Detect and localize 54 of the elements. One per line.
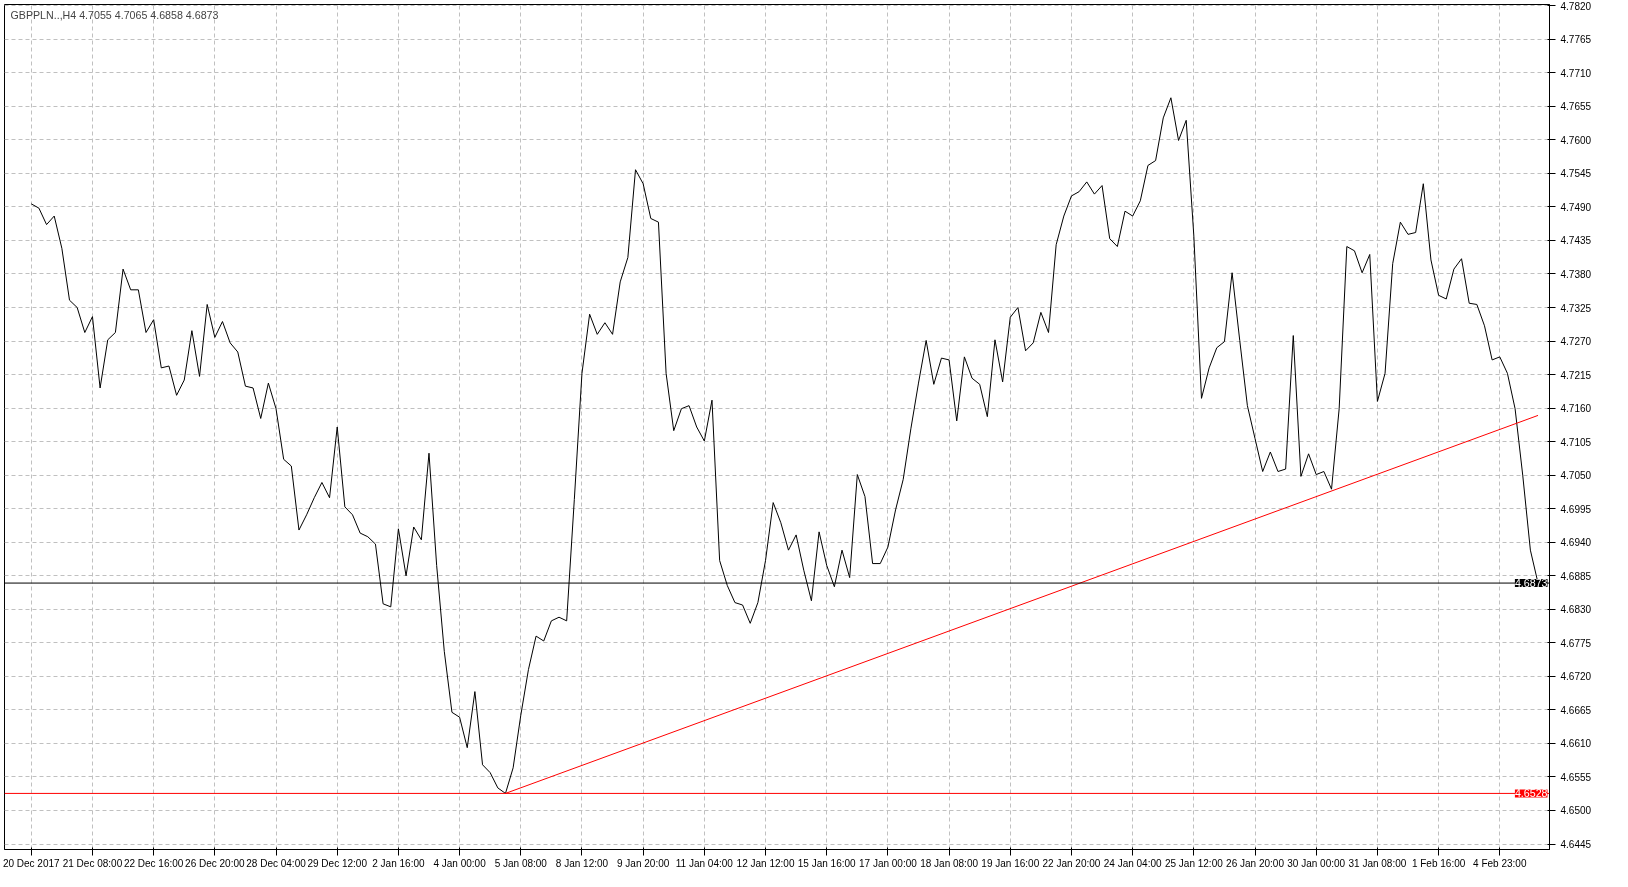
y-tick-label: 4.6555 (1560, 771, 1592, 783)
x-tick-label: 8 Jan 12:00 (555, 857, 609, 869)
y-tick-label: 4.7655 (1560, 101, 1592, 113)
x-tick-label: 4 Feb 23:00 (1473, 857, 1527, 869)
x-tick-label: 18 Jan 08:00 (920, 857, 979, 869)
x-tick-label: 20 Dec 2017 (2, 857, 61, 869)
y-tick-label: 4.6445 (1560, 839, 1592, 851)
y-tick-label: 4.7105 (1560, 436, 1592, 448)
y-tick-label: 4.7050 (1560, 470, 1592, 482)
y-tick-label: 4.7160 (1560, 403, 1592, 415)
chart-title: GBPPLN..,H4 4.7055 4.7065 4.6858 4.6873 (10, 8, 219, 21)
y-tick-label: 4.6940 (1560, 537, 1592, 549)
x-tick-label: 1 Feb 16:00 (1411, 857, 1466, 869)
y-tick-label: 4.7765 (1560, 34, 1592, 46)
x-tick-label: 19 Jan 16:00 (981, 857, 1040, 869)
y-tick-label: 4.7600 (1560, 134, 1592, 146)
y-tick-label: 4.6610 (1560, 738, 1592, 750)
y-tick-label: 4.6665 (1560, 704, 1592, 716)
y-tick-label: 4.6885 (1560, 570, 1592, 582)
x-tick-label: 2 Jan 16:00 (372, 857, 425, 869)
x-tick-label: 15 Jan 16:00 (797, 857, 857, 869)
x-tick-label: 26 Jan 20:00 (1226, 857, 1285, 869)
x-tick-label: 22 Dec 16:00 (123, 857, 184, 869)
x-tick-label: 29 Dec 12:00 (307, 857, 368, 869)
x-tick-label: 24 Jan 04:00 (1103, 857, 1163, 869)
x-tick-label: 28 Dec 04:00 (246, 857, 307, 869)
y-tick-label: 4.6500 (1560, 805, 1592, 817)
y-tick-label: 4.7435 (1560, 235, 1592, 247)
y-tick-label: 4.7270 (1560, 336, 1592, 348)
y-tick-label: 4.7490 (1560, 201, 1592, 213)
ref-line-label: 4.6528 (1514, 787, 1548, 800)
y-tick-label: 4.7710 (1560, 67, 1592, 79)
y-tick-label: 4.7380 (1560, 268, 1592, 280)
y-tick-label: 4.6775 (1560, 637, 1592, 649)
y-tick-label: 4.6830 (1560, 604, 1592, 616)
x-tick-label: 21 Dec 08:00 (62, 857, 123, 869)
y-tick-label: 4.7545 (1560, 168, 1592, 180)
ref-line-label: 4.6873 (1514, 577, 1548, 590)
y-tick-label: 4.6720 (1560, 671, 1592, 683)
x-tick-label: 31 Jan 08:00 (1348, 857, 1407, 869)
x-tick-label: 5 Jan 08:00 (494, 857, 548, 869)
x-tick-label: 12 Jan 12:00 (736, 857, 795, 869)
y-tick-label: 4.7325 (1560, 302, 1592, 314)
x-tick-label: 17 Jan 00:00 (858, 857, 918, 869)
x-tick-label: 25 Jan 12:00 (1164, 857, 1224, 869)
x-tick-label: 9 Jan 20:00 (617, 857, 670, 869)
y-tick-label: 4.6995 (1560, 503, 1592, 515)
x-tick-label: 30 Jan 00:00 (1287, 857, 1346, 869)
y-tick-label: 4.7215 (1560, 369, 1592, 381)
x-tick-label: 26 Dec 20:00 (185, 857, 246, 869)
x-tick-label: 22 Jan 20:00 (1042, 857, 1101, 869)
x-tick-label: 4 Jan 00:00 (433, 857, 487, 869)
y-tick-label: 4.7820 (1560, 0, 1592, 12)
x-tick-label: 11 Jan 04:00 (675, 857, 734, 869)
